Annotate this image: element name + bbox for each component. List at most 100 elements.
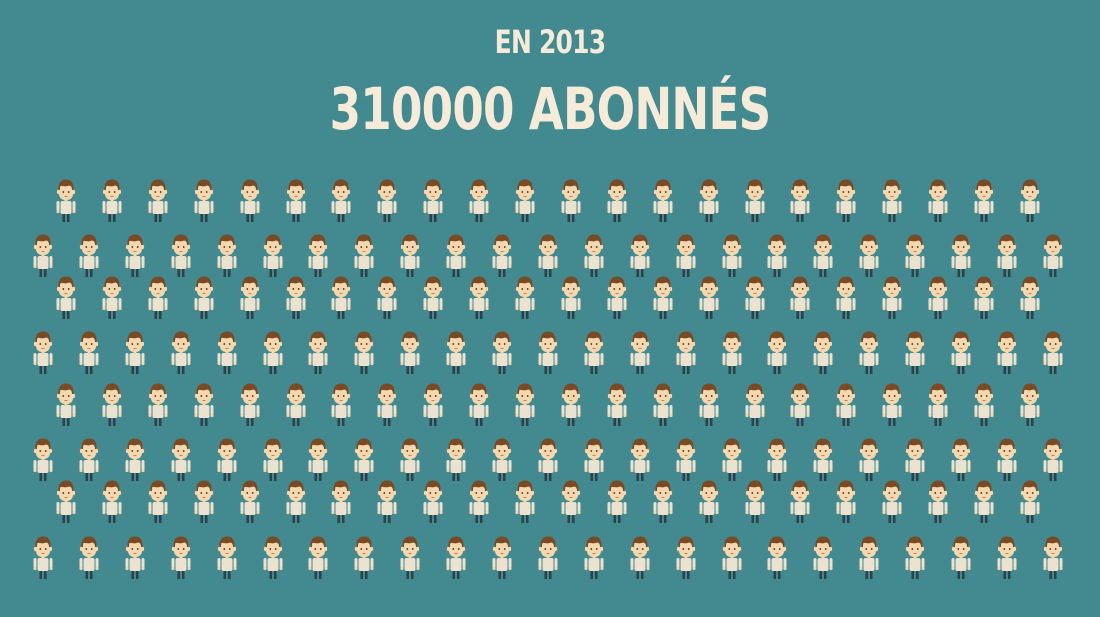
person-icon	[102, 179, 122, 222]
person-icon	[584, 331, 604, 374]
person-icon	[423, 276, 443, 319]
person-icon	[285, 480, 306, 523]
person-icon	[905, 234, 925, 277]
person-icon	[79, 234, 99, 277]
person-icon	[675, 331, 696, 374]
person-icon	[102, 383, 122, 426]
person-icon	[951, 234, 971, 277]
person-icon	[262, 234, 283, 277]
person-icon	[33, 438, 53, 481]
person-icon	[1043, 234, 1063, 277]
person-icon	[630, 234, 650, 277]
person-icon	[974, 383, 994, 426]
person-icon	[698, 179, 719, 222]
person-icon	[377, 179, 397, 222]
person-icon	[216, 438, 237, 481]
person-icon	[285, 276, 306, 319]
person-icon	[469, 383, 489, 426]
person-icon	[354, 234, 374, 277]
person-icon	[653, 179, 673, 222]
person-icon	[607, 179, 627, 222]
person-icon	[446, 438, 466, 481]
person-icon	[630, 536, 650, 579]
person-icon	[859, 536, 879, 579]
person-icon	[653, 480, 673, 523]
person-icon	[675, 438, 696, 481]
person-icon	[974, 480, 994, 523]
person-icon	[538, 536, 558, 579]
person-icon	[744, 480, 765, 523]
person-icon	[33, 234, 53, 277]
person-icon	[928, 179, 948, 222]
person-icon	[171, 331, 191, 374]
person-icon	[492, 234, 512, 277]
person-icon	[744, 383, 765, 426]
person-icon	[354, 536, 374, 579]
person-icon	[538, 331, 558, 374]
person-icon	[928, 276, 948, 319]
person-icon	[675, 536, 696, 579]
person-icon	[790, 179, 810, 222]
person-icon	[56, 179, 76, 222]
person-icon	[239, 480, 260, 523]
person-icon	[56, 480, 76, 523]
person-icon	[171, 536, 191, 579]
person-icon	[285, 383, 306, 426]
person-icon	[997, 536, 1017, 579]
person-icon	[148, 480, 168, 523]
person-icon	[836, 383, 856, 426]
person-icon	[515, 383, 535, 426]
person-icon	[951, 438, 971, 481]
person-icon	[905, 438, 925, 481]
person-icon	[721, 536, 742, 579]
person-icon	[951, 331, 971, 374]
person-icon	[308, 536, 328, 579]
person-icon	[216, 234, 237, 277]
person-icon	[492, 438, 512, 481]
person-icon	[561, 179, 581, 222]
person-icon	[377, 383, 397, 426]
person-icon	[1020, 480, 1040, 523]
person-icon	[744, 276, 765, 319]
person-icon	[515, 179, 535, 222]
person-icon	[561, 480, 581, 523]
person-icon	[974, 179, 994, 222]
person-icon	[767, 331, 787, 374]
person-icon	[836, 179, 856, 222]
person-icon	[790, 276, 810, 319]
person-icon	[79, 331, 99, 374]
person-icon	[997, 331, 1017, 374]
person-icon	[194, 383, 214, 426]
person-icon	[653, 276, 673, 319]
person-icon	[33, 331, 53, 374]
person-icon	[377, 480, 397, 523]
person-icon	[515, 480, 535, 523]
person-icon	[400, 536, 420, 579]
person-icon	[767, 438, 787, 481]
person-icon	[882, 480, 902, 523]
person-icon	[216, 536, 237, 579]
person-icon	[859, 438, 879, 481]
person-icon	[423, 179, 443, 222]
person-icon	[538, 234, 558, 277]
person-icon	[721, 438, 742, 481]
person-icon	[354, 438, 374, 481]
person-icon	[33, 536, 53, 579]
person-icon	[790, 383, 810, 426]
person-icon	[997, 234, 1017, 277]
person-icon	[584, 234, 604, 277]
person-icon	[79, 536, 99, 579]
person-icon	[262, 536, 283, 579]
person-icon	[492, 331, 512, 374]
person-icon	[423, 383, 443, 426]
person-icon	[216, 331, 237, 374]
person-icon	[377, 276, 397, 319]
person-icon	[1020, 383, 1040, 426]
person-icon	[1020, 179, 1040, 222]
person-icon	[836, 480, 856, 523]
person-icon	[125, 438, 145, 481]
person-icon	[790, 480, 810, 523]
person-icon	[331, 179, 351, 222]
person-icon	[607, 276, 627, 319]
person-icon	[1043, 536, 1063, 579]
